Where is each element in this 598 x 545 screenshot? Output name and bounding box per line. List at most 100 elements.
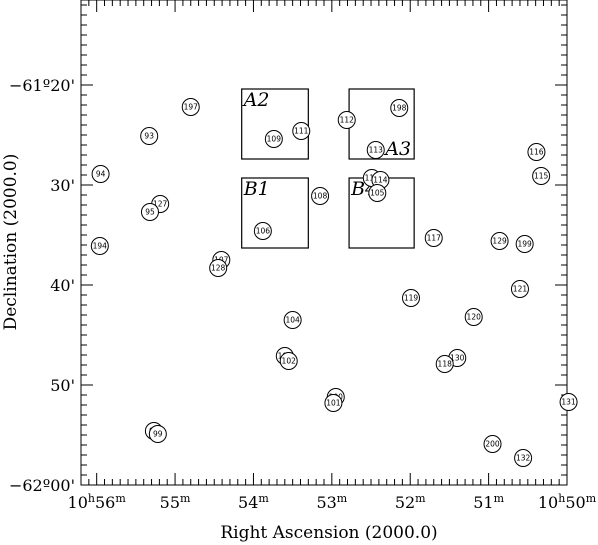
y-tick-label: 50'	[50, 376, 75, 395]
field-label: B1	[243, 178, 270, 200]
source-label: 104	[285, 316, 300, 325]
source-120: 120	[464, 308, 483, 326]
source-marker	[279, 352, 298, 370]
x-tick-label-num: 56	[95, 493, 115, 512]
source-131: 131	[559, 393, 578, 411]
source-label: 109	[267, 135, 282, 144]
x-tick-label: 52m	[395, 492, 426, 512]
source-112: 112	[337, 111, 356, 129]
source-105: 105	[368, 184, 387, 202]
source-111: 111	[292, 122, 311, 140]
source-marker	[311, 187, 330, 205]
x-tick-label: 53m	[316, 492, 347, 512]
x-tick-label-main: 10	[68, 493, 88, 512]
x-tick-label-sup: m	[337, 492, 348, 505]
y-tick-label: −61º20'	[9, 76, 75, 95]
source-label: 199	[518, 240, 533, 249]
x-tick-label-num: 50	[565, 493, 585, 512]
source-119: 119	[402, 289, 421, 307]
source-95: 95	[140, 203, 159, 221]
source-label: 130	[450, 354, 465, 363]
source-200: 200	[483, 435, 502, 453]
source-label: 197	[184, 103, 199, 112]
source-129: 129	[490, 232, 509, 250]
source-label: 99	[153, 430, 163, 439]
source-199: 199	[515, 235, 534, 253]
source-marker	[181, 98, 200, 116]
source-94: 94	[91, 165, 110, 183]
source-118: 118	[435, 355, 454, 373]
y-tick-label: 40'	[50, 276, 75, 295]
source-marker	[483, 435, 502, 453]
source-marker	[527, 143, 546, 161]
source-label: 131	[561, 398, 576, 407]
source-marker	[292, 122, 311, 140]
source-marker	[532, 167, 551, 185]
x-tick-label-sup: h	[88, 492, 95, 505]
source-label: 128	[211, 264, 226, 273]
x-tick-label-main: 55	[160, 493, 180, 512]
source-197: 197	[181, 98, 200, 116]
x-tick-label: 10h50m	[538, 492, 597, 512]
source-label: 95	[145, 208, 155, 217]
x-tick-label-sup: m	[494, 492, 505, 505]
source-99: 99	[148, 425, 167, 443]
source-115: 115	[532, 167, 551, 185]
x-tick-label-main: 51	[473, 493, 493, 512]
field-label: A3	[383, 138, 411, 160]
source-label: 117	[427, 234, 442, 243]
source-label: 116	[529, 148, 544, 157]
source-label: 93	[144, 132, 154, 141]
source-marker	[91, 165, 110, 183]
source-marker	[424, 229, 443, 247]
source-label: 111	[294, 127, 309, 136]
source-label: 120	[467, 313, 482, 322]
source-marker	[390, 99, 409, 117]
source-label: 119	[404, 294, 419, 303]
source-marker	[209, 259, 228, 277]
source-label: 112	[340, 116, 355, 125]
y-axis-label: Declination (2000.0)	[1, 154, 21, 331]
source-marker	[435, 355, 454, 373]
source-label: 114	[373, 176, 388, 185]
x-tick-label: 10h56m	[68, 492, 127, 512]
source-marker	[515, 235, 534, 253]
source-93: 93	[140, 127, 159, 145]
source-marker	[514, 449, 533, 467]
source-marker	[283, 311, 302, 329]
source-marker	[368, 184, 387, 202]
x-tick-label-sup: m	[180, 492, 191, 505]
source-label: 132	[516, 454, 531, 463]
source-label: 121	[513, 285, 528, 294]
source-marker	[402, 289, 421, 307]
x-tick-label-main: 52	[395, 493, 415, 512]
source-label: 198	[392, 104, 407, 113]
y-tick-label: 30'	[50, 176, 75, 195]
y-tick-labels: −61º20' 30' 40' 50' −62º00'	[9, 76, 75, 495]
source-marker	[464, 308, 483, 326]
x-tick-label-sup: h	[558, 492, 565, 505]
source-128: 128	[209, 259, 228, 277]
source-116: 116	[527, 143, 546, 161]
x-tick-label-sup: m	[258, 492, 269, 505]
source-marker	[337, 111, 356, 129]
source-marker	[324, 394, 343, 412]
source-label: 106	[256, 227, 271, 236]
field-label: A2	[242, 89, 270, 111]
source-label: 200	[485, 440, 500, 449]
x-tick-label: 51m	[473, 492, 504, 512]
source-label: 118	[438, 360, 453, 369]
source-109: 109	[264, 130, 283, 148]
source-marker	[510, 280, 529, 298]
source-label: 115	[534, 172, 549, 181]
x-tick-label-sup: m	[415, 492, 426, 505]
source-label: 194	[93, 242, 108, 251]
source-label: 113	[369, 146, 384, 155]
source-label: 105	[370, 189, 385, 198]
x-tick-label: 55m	[160, 492, 191, 512]
source-marker	[559, 393, 578, 411]
source-108: 108	[311, 187, 330, 205]
x-tick-labels: 10h56m 55m 54m 53m 52m 51m 10h50m	[68, 492, 597, 512]
